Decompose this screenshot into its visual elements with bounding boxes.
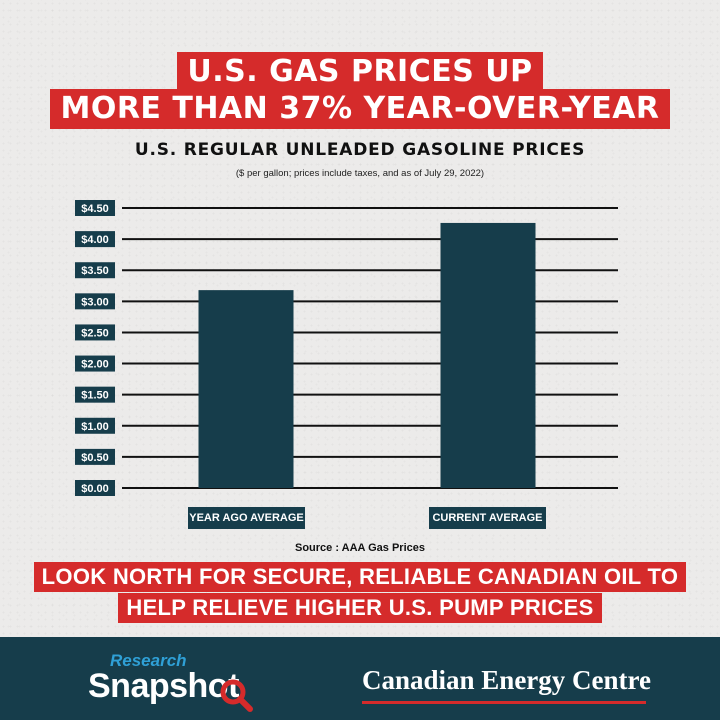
org-name: Canadian Energy Centre [362,665,652,695]
cta-line-2-wrap: HELP RELIEVE HIGHER U.S. PUMP PRICES [0,593,720,623]
y-tick-label-box [75,355,115,372]
y-tick-label-box [75,480,115,496]
brand-snapshot-text: Snapshot [88,667,239,705]
y-tick-label-box [75,231,115,248]
brand-research-text: Research [110,651,187,670]
category-label-current: CURRENT AVERAGE [429,507,546,529]
y-tick-label: $2.00 [81,359,109,371]
y-tick-label-box [75,386,115,403]
y-tick-label: $2.50 [81,327,109,339]
headline-line-2-wrap: MORE THAN 37% YEAR-OVER-YEAR [0,89,720,129]
y-tick-label: $0.50 [81,452,109,464]
y-tick-label-box [75,293,115,310]
bar-current [440,222,536,488]
y-tick-label-box [75,262,115,279]
category-label-year-ago: YEAR AGO AVERAGE [188,507,305,529]
cta-line-1: LOOK NORTH FOR SECURE, RELIABLE CANADIAN… [33,562,687,592]
y-tick-label-box [75,448,115,465]
y-tick-label-box [75,200,115,216]
headline-line-1: U.S. GAS PRICES UP [177,52,543,92]
headline-line-2: MORE THAN 37% YEAR-OVER-YEAR [50,89,670,129]
y-tick-label: $3.00 [81,296,109,308]
y-tick-label: $4.50 [81,203,109,215]
bar-year-ago [198,290,294,488]
chart-subtitle: ($ per gallon; prices include taxes, and… [235,168,485,179]
footer-bar: Research Snapshot Canadian Energy Centre [0,637,720,720]
y-tick-label: $1.00 [81,421,109,433]
headline-line-1-wrap: U.S. GAS PRICES UP [0,52,720,92]
y-tick-label: $4.00 [81,234,109,246]
y-tick-label: $3.50 [81,265,109,277]
cta-line-1-wrap: LOOK NORTH FOR SECURE, RELIABLE CANADIAN… [0,562,720,592]
source-note: Source : AAA Gas Prices [294,542,425,554]
y-tick-label: $1.50 [81,390,109,402]
org-name-underline [362,701,646,704]
y-tick-label-box [75,417,115,434]
magnifier-icon [220,679,253,712]
cta-line-2: HELP RELIEVE HIGHER U.S. PUMP PRICES [118,593,602,623]
y-tick-label: $0.00 [81,483,109,495]
y-tick-label-box [75,324,115,341]
chart-title: U.S. REGULAR UNLEADED GASOLINE PRICES [134,140,586,160]
